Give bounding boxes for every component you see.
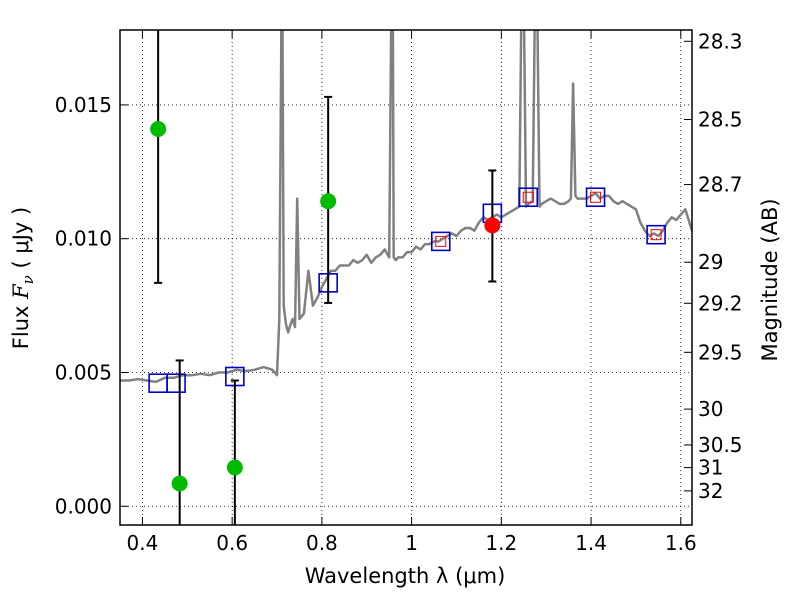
observed-point <box>150 121 167 137</box>
mag-tick-label: 31 <box>698 456 723 480</box>
model-photometry-inner-box <box>590 191 602 203</box>
mag-tick-label: 30.5 <box>698 433 743 457</box>
model-photometry-box <box>430 231 451 252</box>
y-tick-label: 0.005 <box>55 360 112 384</box>
y-axis-label-subscript: ν <box>19 275 37 284</box>
y-tick-label: 0.000 <box>55 494 112 518</box>
model-photometry-inner-box <box>650 229 662 241</box>
grid-lines <box>120 30 692 525</box>
mag-tick-label: 29.5 <box>698 340 743 364</box>
x-tick-label: 1 <box>405 531 418 555</box>
mag-tick-label: 28.3 <box>698 29 743 53</box>
x-axis-label: Wavelength λ (μm) <box>305 564 506 588</box>
mag-tick-label: 32 <box>698 479 723 503</box>
model-photometry-box <box>646 224 666 245</box>
axis-ticks: 0.4 0.6 0.8 1 1.2 1.4 1.6 0.000 0.005 0.010 0.015 2… <box>55 29 743 555</box>
mag-tick-label: 28.5 <box>698 108 743 132</box>
mag-tick-label: 29 <box>698 250 723 274</box>
y-axis-label-prefix: Flux <box>9 299 33 349</box>
model-photometry-inner-box <box>435 235 447 247</box>
y-tick-label: 0.015 <box>55 93 112 117</box>
y-axis-label-suffix: ( μJy ) <box>9 207 33 275</box>
x-tick-label: 0.4 <box>127 531 159 555</box>
x-tick-label: 1.4 <box>575 531 607 555</box>
y-axis-label-right: Magnitude (AB) <box>758 198 782 361</box>
model-photometry-inner-box <box>522 191 534 203</box>
model-photometry-box <box>518 187 539 208</box>
x-tick-label: 0.6 <box>216 531 248 555</box>
x-tick-label: 0.8 <box>306 531 338 555</box>
plot-area <box>120 30 692 525</box>
x-tick-label: 1.6 <box>665 531 697 555</box>
mag-tick-label: 29.2 <box>698 291 743 315</box>
mag-tick-label: 30 <box>698 397 723 421</box>
axes-frame <box>119 29 693 526</box>
observed-point <box>171 475 188 492</box>
model-photometry-box <box>585 187 606 208</box>
mag-tick-label: 28.7 <box>698 173 743 197</box>
y-axis-label-symbol: F <box>9 283 33 300</box>
model-photometry-box <box>166 373 186 393</box>
y-axis-label: Flux Fν ( μJy ) <box>9 207 37 349</box>
y-tick-label: 0.010 <box>55 227 112 251</box>
observed-point <box>226 459 243 476</box>
x-tick-label: 1.2 <box>485 531 517 555</box>
observed-point <box>320 193 337 210</box>
observed-point-highlight <box>484 217 501 234</box>
